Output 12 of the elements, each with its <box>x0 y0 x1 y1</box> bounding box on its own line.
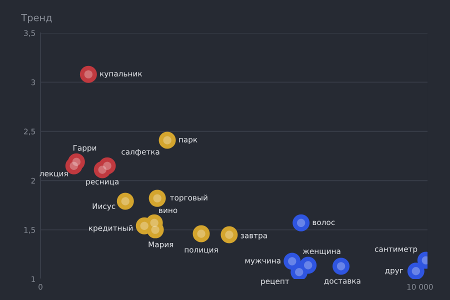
y-axis-title: Тренд <box>21 14 52 24</box>
point <box>220 226 238 244</box>
point <box>292 214 310 232</box>
point <box>300 256 317 274</box>
point <box>148 190 166 207</box>
point <box>116 192 134 210</box>
point <box>192 225 210 242</box>
point <box>94 161 111 178</box>
point <box>80 66 97 83</box>
point <box>407 262 424 279</box>
point <box>158 132 176 149</box>
point <box>332 258 350 275</box>
